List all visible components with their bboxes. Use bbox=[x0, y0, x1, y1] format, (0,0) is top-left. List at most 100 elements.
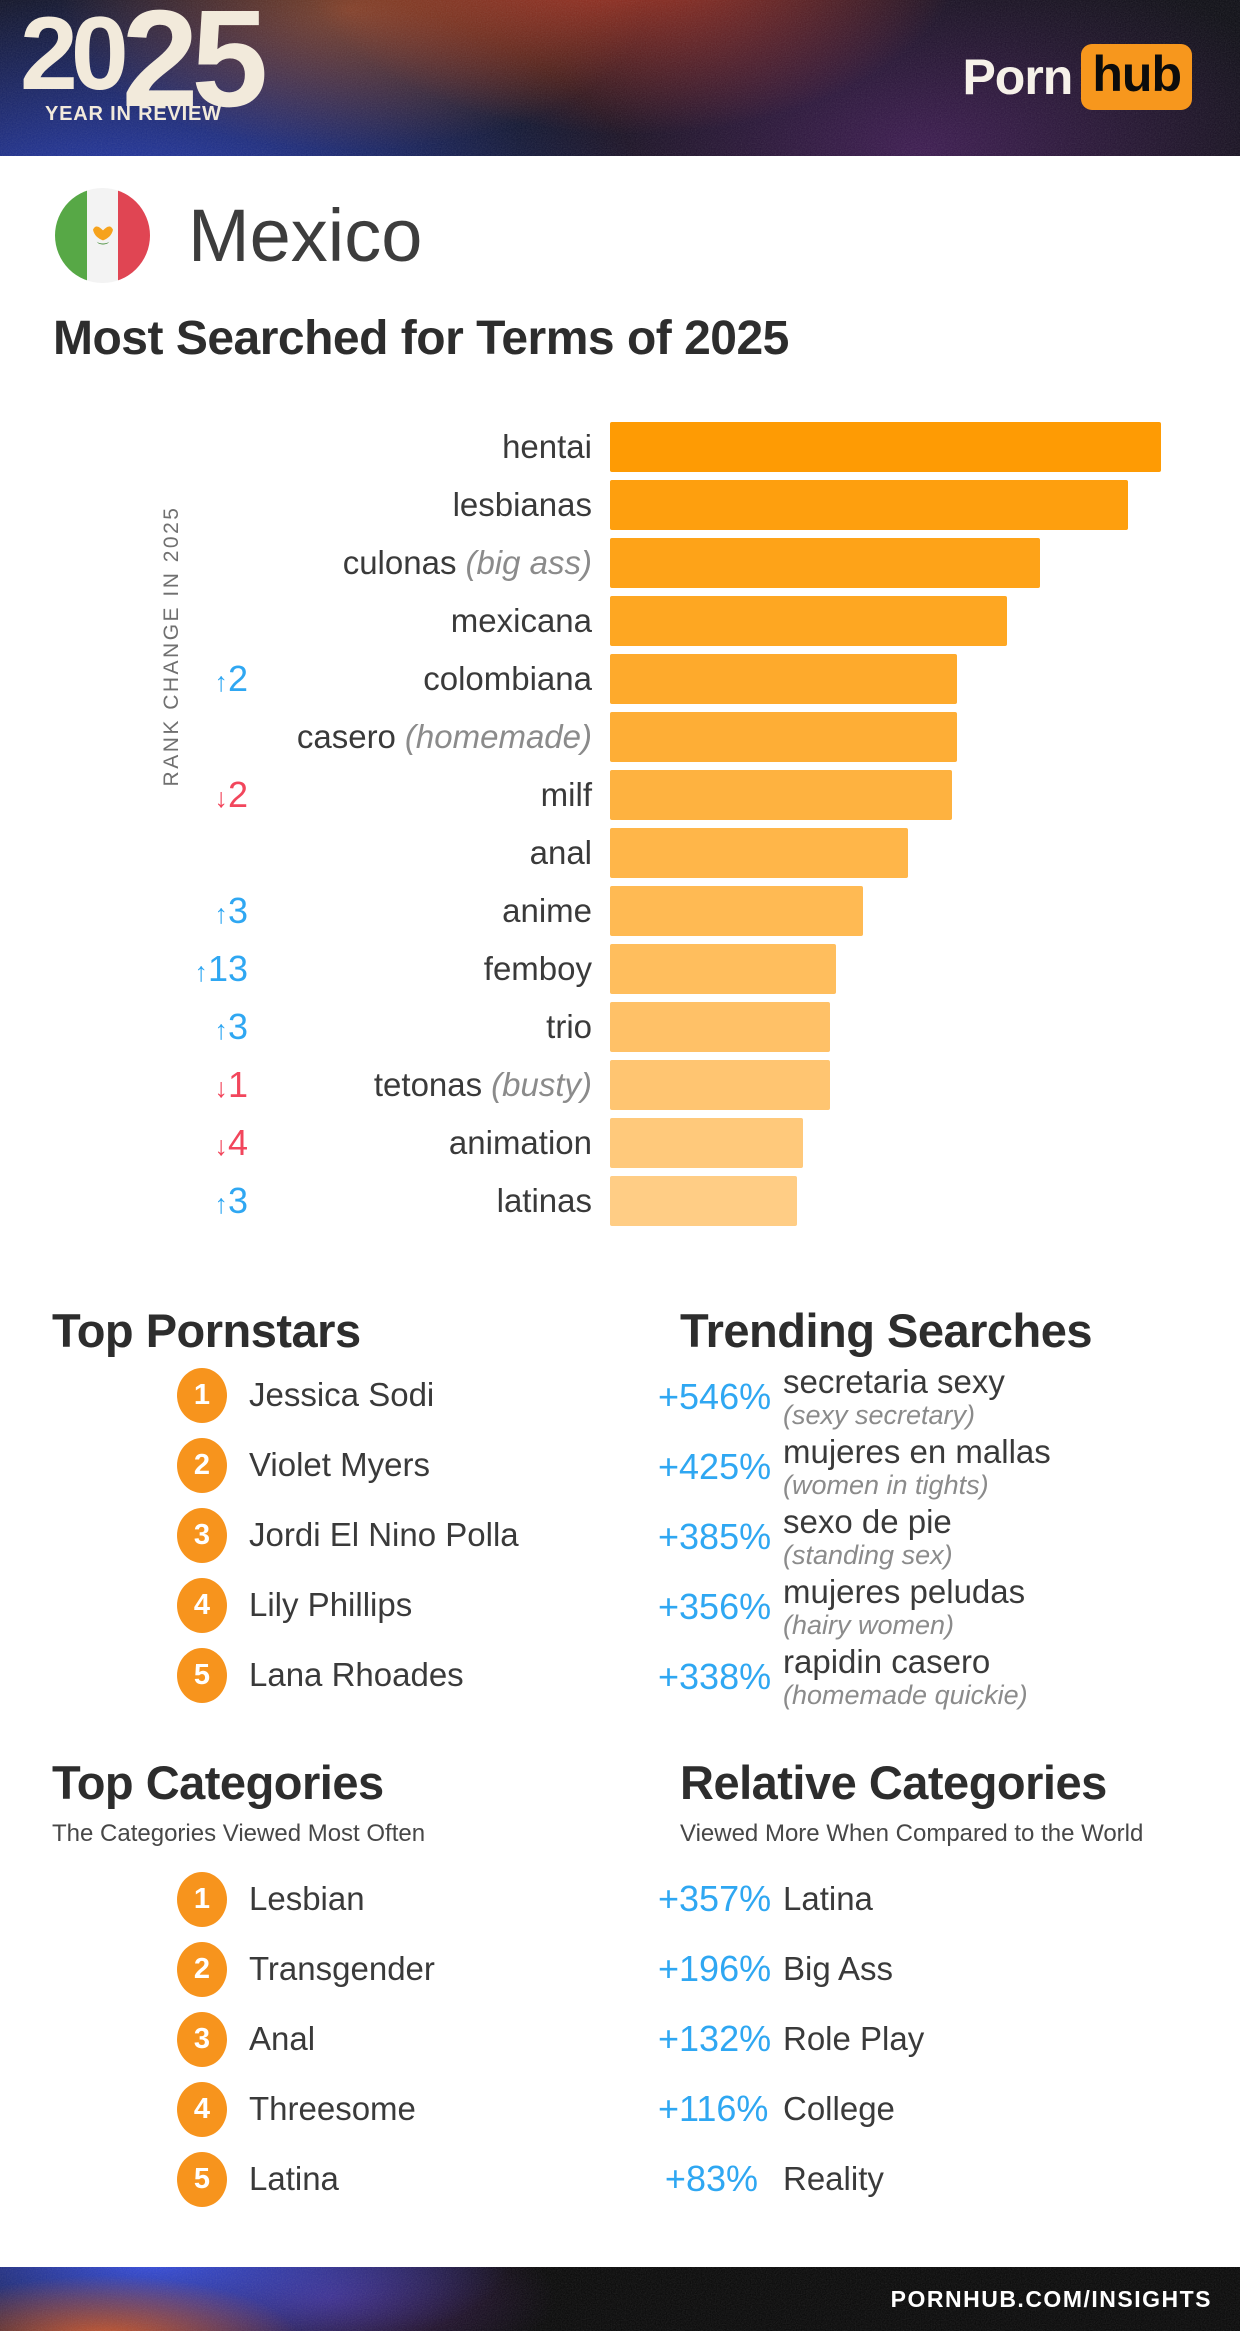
chart-bar-track bbox=[610, 886, 1240, 936]
top-categories-subtitle: The Categories Viewed Most Often bbox=[52, 1820, 426, 1847]
chart-bar-track bbox=[610, 1176, 1240, 1226]
relative-category-percent: +116% bbox=[658, 2088, 769, 2129]
term-text: lesbianas bbox=[452, 486, 592, 523]
chart-row: ↑13 femboy bbox=[0, 944, 1240, 994]
chart-bar-track bbox=[610, 770, 1240, 820]
relative-category-item: +132% Role Play bbox=[658, 2014, 1240, 2064]
pornhub-logo-porn: Porn bbox=[962, 49, 1073, 105]
rank-change-amount: 2 bbox=[227, 658, 248, 699]
top-pornstars-list: 1 Jessica Sodi 2 Violet Myers 3 Jordi El Nino… bbox=[52, 1367, 658, 1703]
pornstars-trending-section: Top Pornstars 1 Jessica Sodi 2 Violet Myers… bbox=[0, 1304, 1240, 1710]
arrow-up-icon: ↑ bbox=[194, 957, 208, 987]
chart-row: casero (homemade) bbox=[0, 712, 1240, 762]
rank-badge: 4 bbox=[177, 2081, 227, 2137]
category-name: Lesbian bbox=[249, 1880, 365, 1917]
category-name: Transgender bbox=[249, 1950, 435, 1987]
top-categories-list: 1 Lesbian 2 Transgender 3 Anal 4 Threesome 5 Lati… bbox=[52, 1871, 658, 2207]
chart-bar-track bbox=[610, 596, 1240, 646]
year-in-review-logo: 20 25 YEAR IN REVIEW bbox=[20, 0, 268, 128]
chart-bar-track bbox=[610, 712, 1240, 762]
chart-term-label: hentai bbox=[248, 428, 592, 466]
rank-change-indicator: ↑3 bbox=[0, 1180, 248, 1222]
rank-change-indicator: ↑3 bbox=[0, 1006, 248, 1048]
trending-search-percent: +425% bbox=[658, 1446, 772, 1487]
top-pornstars-column: Top Pornstars 1 Jessica Sodi 2 Violet Myers… bbox=[52, 1304, 658, 1710]
trending-search-percent: +356% bbox=[658, 1586, 772, 1627]
chart-term-label: mexicana bbox=[248, 602, 592, 640]
relative-category-term: Reality bbox=[783, 2160, 884, 2197]
relative-categories-list: +357% Latina +196% Big Ass +132% Role Play +11… bbox=[658, 1874, 1240, 2204]
chart-term-label: lesbianas bbox=[248, 486, 592, 524]
mexico-flag-icon bbox=[55, 188, 150, 283]
term-text: animation bbox=[448, 1124, 592, 1161]
chart-row: hentai bbox=[0, 422, 1240, 472]
trending-search-term: mujeres peludas bbox=[783, 1573, 1026, 1610]
term-text: casero bbox=[296, 718, 396, 755]
trending-search-translation: (women in tights) bbox=[783, 1470, 989, 1500]
trending-search-text: sexo de pie (standing sex) bbox=[783, 1503, 953, 1571]
trending-search-text: mujeres en mallas (women in tights) bbox=[783, 1434, 1051, 1501]
search-terms-chart: RANK CHANGE IN 2025 hentai lesbianas culon… bbox=[0, 422, 1240, 1226]
pornstar-item: 1 Jessica Sodi bbox=[177, 1367, 658, 1423]
chart-bar-track bbox=[610, 1118, 1240, 1168]
pornstar-name: Lana Rhoades bbox=[249, 1656, 464, 1693]
trending-search-text: rapidin casero (homemade quickie) bbox=[783, 1643, 1028, 1711]
category-item: 3 Anal bbox=[177, 2011, 658, 2067]
chart-bar-track bbox=[610, 944, 1240, 994]
trending-searches-list: +546% secretaria sexy (sexy secretary) +425… bbox=[658, 1364, 1240, 1711]
chart-bar bbox=[610, 538, 1040, 588]
logo-year-first: 20 bbox=[20, 0, 129, 112]
trending-search-item: +356% mujeres peludas (hairy women) bbox=[658, 1573, 1240, 1641]
term-text: hentai bbox=[502, 428, 592, 465]
chart-bar bbox=[610, 422, 1161, 472]
relative-category-term: Big Ass bbox=[783, 1950, 894, 1987]
pornhub-logo-hub: hub bbox=[1081, 44, 1192, 110]
chart-bar bbox=[610, 596, 1007, 646]
rank-change-indicator: ↓1 bbox=[0, 1064, 248, 1106]
relative-category-item: +83% Reality bbox=[658, 2154, 1240, 2204]
chart-bar-track bbox=[610, 828, 1240, 878]
chart-row: anal bbox=[0, 828, 1240, 878]
relative-category-percent: +357% bbox=[658, 1878, 772, 1919]
chart-term-label: colombiana bbox=[248, 660, 592, 698]
trending-search-item: +385% sexo de pie (standing sex) bbox=[658, 1503, 1240, 1571]
trending-search-item: +546% secretaria sexy (sexy secretary) bbox=[658, 1364, 1240, 1431]
rank-change-amount: 3 bbox=[227, 1180, 248, 1221]
arrow-up-icon: ↑ bbox=[214, 899, 228, 929]
rank-badge: 2 bbox=[177, 1941, 227, 1997]
rank-change-indicator: ↑13 bbox=[0, 948, 248, 990]
trending-search-percent: +546% bbox=[658, 1376, 772, 1417]
relative-categories-subtitle: Viewed More When Compared to the World bbox=[680, 1820, 1144, 1847]
arrow-down-icon: ↓ bbox=[214, 783, 228, 813]
chart-bar bbox=[610, 712, 957, 762]
relative-categories-title: Relative Categories bbox=[680, 1756, 1107, 1809]
trending-search-term: rapidin casero bbox=[783, 1643, 991, 1680]
pornstar-name: Jessica Sodi bbox=[249, 1376, 435, 1413]
flag-green-stripe bbox=[55, 188, 87, 283]
relative-category-text: Latina bbox=[783, 1881, 873, 1917]
rank-change-amount: 2 bbox=[227, 774, 248, 815]
relative-category-text: Big Ass bbox=[783, 1951, 893, 1987]
category-item: 1 Lesbian bbox=[177, 1871, 658, 1927]
trending-search-term: sexo de pie bbox=[783, 1503, 952, 1540]
relative-category-percent: +83% bbox=[664, 2158, 758, 2199]
chart-term-label: anime bbox=[248, 892, 592, 930]
chart-term-label: latinas bbox=[248, 1182, 592, 1220]
trending-search-text: mujeres peludas (hairy women) bbox=[783, 1573, 1026, 1641]
relative-category-item: +357% Latina bbox=[658, 1874, 1240, 1924]
chart-bar-track bbox=[610, 654, 1240, 704]
relative-category-percent: +132% bbox=[658, 2018, 772, 2059]
trending-search-translation: (hairy women) bbox=[783, 1610, 955, 1640]
rank-badge: 5 bbox=[177, 1647, 227, 1703]
logo-year-second: 25 bbox=[121, 0, 268, 136]
chart-term-label: tetonas (busty) bbox=[248, 1066, 592, 1104]
rank-change-axis-label: RANK CHANGE IN 2025 bbox=[160, 505, 183, 787]
chart-row: ↓1 tetonas (busty) bbox=[0, 1060, 1240, 1110]
chart-row: ↓4 animation bbox=[0, 1118, 1240, 1168]
rank-badge: 3 bbox=[177, 1507, 227, 1563]
chart-bar bbox=[610, 1118, 803, 1168]
category-name: Latina bbox=[249, 2160, 339, 2197]
term-text: anal bbox=[529, 834, 592, 871]
rank-change-indicator: ↓2 bbox=[0, 774, 248, 816]
